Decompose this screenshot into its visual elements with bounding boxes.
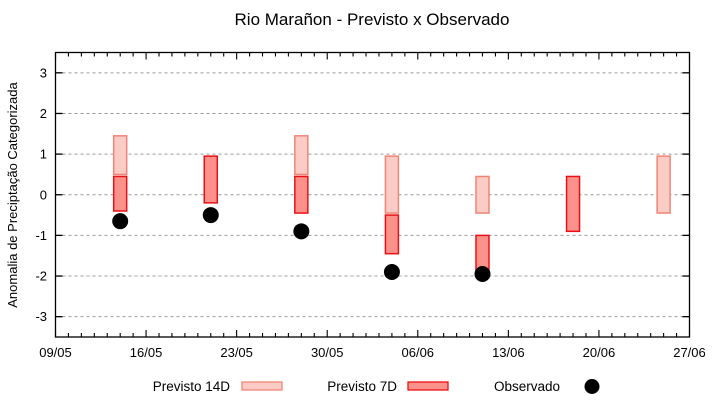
legend-swatch-previsto-7d xyxy=(407,381,449,391)
observado-dot xyxy=(474,266,491,283)
legend-label-previsto-7d: Previsto 7D xyxy=(327,379,397,394)
previsto-7d-bar xyxy=(384,214,400,255)
legend-marker-observado xyxy=(584,379,600,394)
y-tick-label: -1 xyxy=(35,228,47,243)
x-tick-label: 09/05 xyxy=(39,345,72,360)
previsto-7d-bar xyxy=(475,234,490,271)
x-tick-label: 06/06 xyxy=(402,345,435,360)
legend: Previsto 14D Previsto 7D Observado xyxy=(153,379,600,394)
y-tick-label: 2 xyxy=(40,106,47,121)
y-axis-label: Anomalia de Preciptação Categorizada xyxy=(5,81,20,307)
previsto-7d-bar xyxy=(112,175,128,212)
legend-swatch-previsto-14d xyxy=(241,381,283,391)
y-tick-label: 3 xyxy=(40,65,47,80)
observado-dot xyxy=(383,263,400,280)
previsto-14d-bar xyxy=(294,135,309,176)
previsto-14d-bar xyxy=(475,175,490,214)
observado-dot xyxy=(112,213,129,230)
gridlines xyxy=(56,72,689,318)
x-tick-label: 20/06 xyxy=(583,345,616,360)
chart-title: Rio Marañon - Previsto x Observado xyxy=(235,10,510,29)
previsto-14d-bar xyxy=(384,155,400,214)
x-tick-label: 30/05 xyxy=(311,345,344,360)
x-tick-label: 13/06 xyxy=(492,345,525,360)
previsto-14d-bar xyxy=(656,155,671,214)
y-tick-label: -2 xyxy=(35,269,47,284)
y-tick-label: -3 xyxy=(35,309,47,324)
observado-dot xyxy=(202,207,219,224)
previsto-7d-bar xyxy=(294,175,309,214)
previsto-7d-bar xyxy=(565,175,581,233)
x-tick-label: 16/05 xyxy=(130,345,163,360)
legend-label-previsto-14d: Previsto 14D xyxy=(153,379,231,394)
forecast-bars xyxy=(112,135,671,271)
previsto-7d-bar xyxy=(203,155,219,204)
axis-ticks xyxy=(54,52,691,337)
observed-dots xyxy=(112,207,491,283)
axis-tick-labels: -3 -2 -1 0 1 2 3 09/05 16/05 23/05 30/05 06/06 13/06… xyxy=(35,65,705,360)
previsto-14d-bar xyxy=(112,135,128,176)
plot-border xyxy=(54,51,691,338)
x-tick-label: 23/05 xyxy=(220,345,253,360)
y-tick-label: 1 xyxy=(40,147,47,162)
legend-label-observado: Observado xyxy=(494,379,560,394)
y-tick-label: 0 xyxy=(40,187,47,202)
observado-dot xyxy=(293,223,310,240)
x-tick-label: 27/06 xyxy=(673,345,706,360)
